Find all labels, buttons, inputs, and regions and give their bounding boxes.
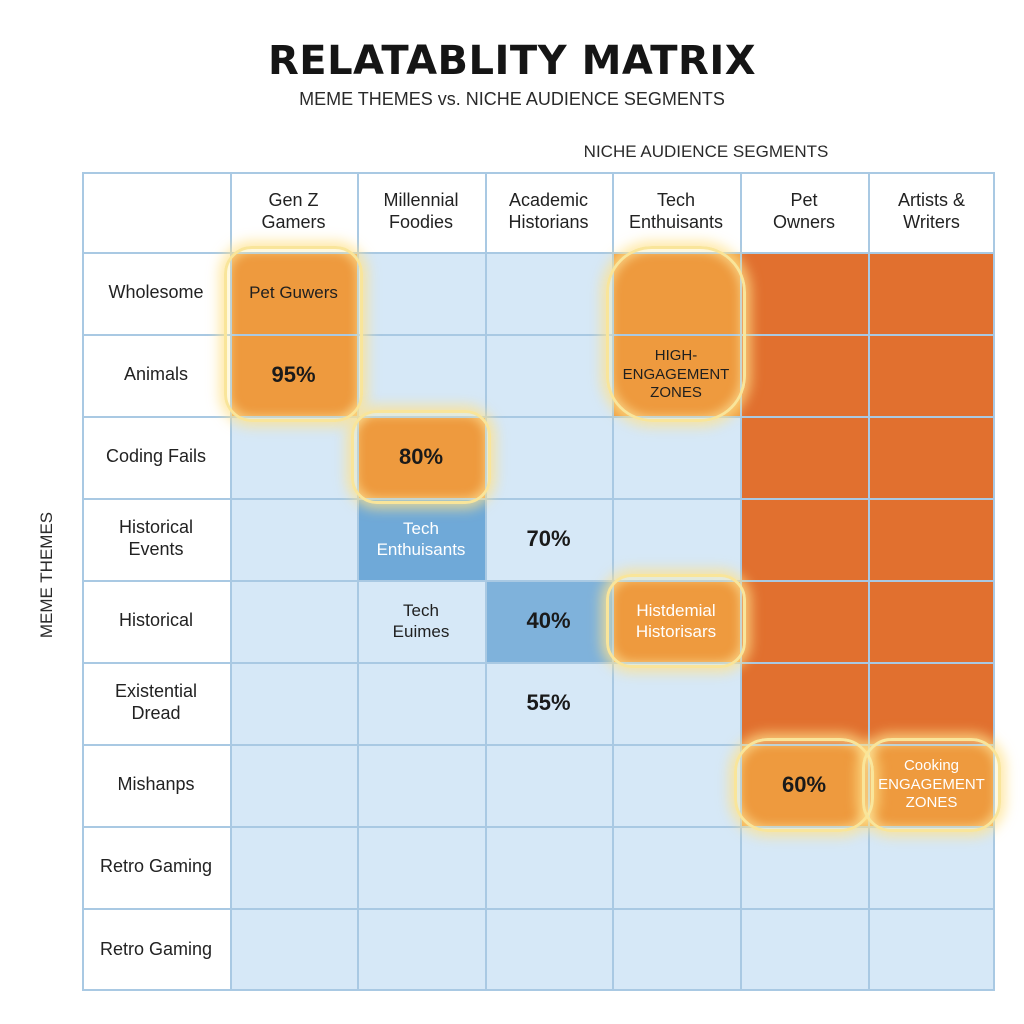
heatmap-cell	[740, 416, 868, 498]
column-header: Millennial Foodies	[357, 172, 485, 252]
row-header: Wholesome	[82, 252, 230, 334]
heatmap-cell	[868, 498, 995, 580]
row-header: Historical Events	[82, 498, 230, 580]
heatmap-cell	[357, 826, 485, 908]
heatmap-cell	[740, 498, 868, 580]
heatmap-cell	[740, 334, 868, 416]
highlight-glow	[734, 738, 874, 832]
cell-label: Histdemial Historisars	[635, 600, 717, 641]
heatmap-cell	[230, 908, 357, 991]
cell-value: 95%	[271, 362, 316, 388]
heatmap-cell	[612, 416, 740, 498]
heatmap-cell	[357, 498, 485, 580]
heatmap-cell	[230, 498, 357, 580]
column-header: Artists & Writers	[868, 172, 995, 252]
grid-line	[82, 580, 995, 582]
x-axis-title: NICHE AUDIENCE SEGMENTS	[583, 142, 829, 161]
column-header: Academic Historians	[485, 172, 612, 252]
heatmap-cell	[740, 252, 868, 334]
heatmap-cell	[868, 334, 995, 416]
row-header: Coding Fails	[82, 416, 230, 498]
grid-line	[82, 252, 995, 254]
heatmap-cell	[357, 744, 485, 826]
heatmap-cell	[357, 662, 485, 744]
heatmap-cell	[485, 334, 612, 416]
heatmap-cell	[485, 416, 612, 498]
highlight-glow	[351, 410, 491, 504]
matrix-corner	[82, 172, 230, 252]
heatmap-cell	[230, 580, 357, 662]
grid-line	[82, 826, 995, 828]
row-header: Existential Dread	[82, 662, 230, 744]
heatmap-cell	[485, 744, 612, 826]
row-header: Animals	[82, 334, 230, 416]
heatmap-cell	[357, 908, 485, 991]
cell-value: 55%	[526, 690, 571, 716]
highlight-glow	[606, 246, 746, 422]
zone-label: HIGH-ENGAGEMENT ZONES	[622, 346, 730, 402]
cell-value: 60%	[781, 772, 827, 798]
heatmap-cell	[612, 826, 740, 908]
heatmap-cell	[357, 580, 485, 662]
grid-line	[82, 172, 995, 174]
grid-line	[82, 989, 995, 991]
row-header: Retro Gaming	[82, 908, 230, 991]
heatmap-cell	[612, 580, 740, 662]
heatmap-cell	[740, 662, 868, 744]
chart-subtitle: MEME THEMES vs. NICHE AUDIENCE SEGMENTS	[299, 89, 725, 109]
highlight-glow	[862, 738, 1001, 832]
heatmap-cell	[485, 498, 612, 580]
grid-line	[82, 498, 995, 500]
chart-title: RELATABLITY MATRIX	[267, 38, 757, 84]
grid-line	[82, 334, 995, 336]
grid-line	[82, 908, 995, 910]
highlight-glow	[224, 246, 363, 422]
heatmap-cell	[868, 908, 995, 991]
grid-line	[82, 744, 995, 746]
heatmap-cell	[230, 662, 357, 744]
heatmap-cell	[868, 662, 995, 744]
heatmap-cell	[230, 416, 357, 498]
heatmap-cell	[485, 826, 612, 908]
heatmap-cell	[868, 580, 995, 662]
heatmap-cell	[868, 252, 995, 334]
heatmap-cell	[868, 826, 995, 908]
heatmap-cell	[485, 252, 612, 334]
heatmap-cell	[357, 334, 485, 416]
grid-line	[82, 662, 995, 664]
heatmap-cell	[357, 252, 485, 334]
row-header: Mishanps	[82, 744, 230, 826]
heatmap-cell	[612, 498, 740, 580]
heatmap-cell	[485, 908, 612, 991]
heatmap-cell	[230, 826, 357, 908]
heatmap-cell	[612, 662, 740, 744]
heatmap-cell	[485, 662, 612, 744]
heatmap-cell	[740, 580, 868, 662]
cell-value: 80%	[398, 444, 444, 470]
cell-label: Tech Enthuisants	[376, 518, 466, 559]
column-header: Gen Z Gamers	[230, 172, 357, 252]
column-header: Tech Enthuisants	[612, 172, 740, 252]
y-axis-title: MEME THEMES	[37, 511, 56, 639]
cell-value: 70%	[526, 526, 571, 552]
grid-line	[82, 416, 995, 418]
heatmap-cell	[612, 908, 740, 991]
heatmap-cell	[485, 580, 612, 662]
row-header: Historical	[82, 580, 230, 662]
heatmap-cell	[740, 908, 868, 991]
heatmap-cell	[868, 416, 995, 498]
heatmap-cell	[357, 416, 485, 498]
heatmap-cell	[612, 744, 740, 826]
cell-value: 40%	[526, 608, 571, 634]
highlight-glow	[606, 574, 746, 668]
heatmap-cell	[230, 744, 357, 826]
cell-label: Tech Euimes	[392, 600, 450, 641]
column-header: Pet Owners	[740, 172, 868, 252]
row-header: Retro Gaming	[82, 826, 230, 908]
cell-label: Pet Guwers	[249, 283, 338, 303]
zone-label: Cooking ENGAGEMENT ZONES	[878, 756, 985, 812]
heatmap-cell	[740, 826, 868, 908]
relatability-matrix: Gen Z Gamers Millennial Foodies Academic Hist…	[82, 172, 1001, 991]
